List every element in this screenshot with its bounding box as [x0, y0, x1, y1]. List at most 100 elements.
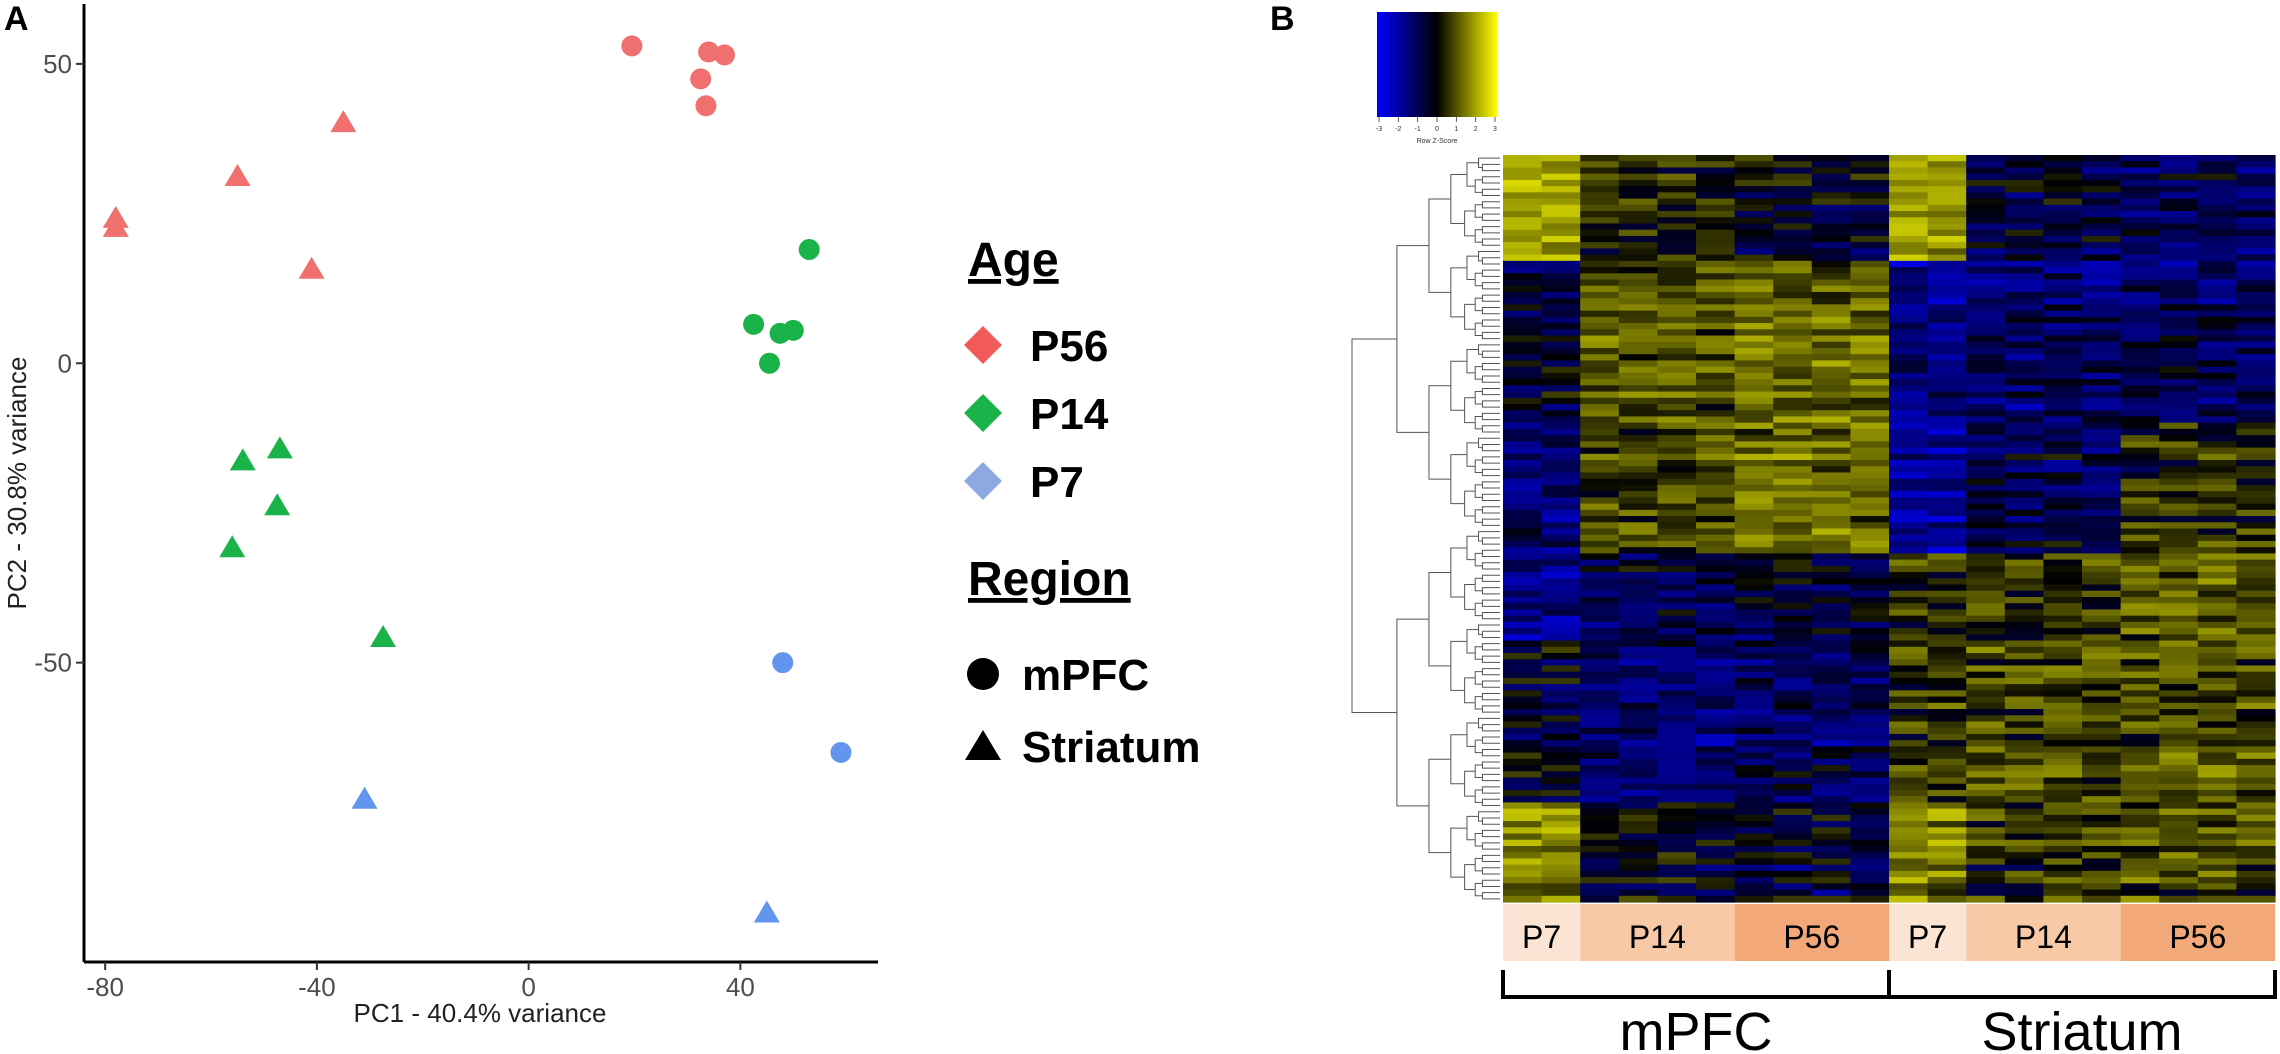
heatmap-cell — [1541, 410, 1581, 418]
heatmap-cell — [1503, 435, 1543, 442]
heatmap-cell — [2120, 684, 2160, 691]
heatmap-cell — [1889, 291, 1929, 299]
heatmap-cell — [2004, 821, 2044, 828]
heatmap-cell — [2197, 858, 2237, 866]
heatmap-cell — [1889, 559, 1929, 567]
heatmap-cell — [2159, 186, 2199, 193]
heatmap-cell — [1811, 565, 1851, 573]
heatmap-cell — [1580, 491, 1620, 498]
heatmap-cell — [2236, 260, 2276, 268]
dendrogram-branch — [1481, 331, 1500, 340]
heatmap-cell — [1966, 410, 2006, 418]
heatmap-cell — [1773, 173, 1813, 181]
heatmap-cell — [2159, 285, 2199, 293]
heatmap-cell — [2082, 877, 2122, 884]
heatmap-cell — [1580, 161, 1620, 169]
heatmap-cell — [1503, 235, 1543, 243]
heatmap-cell — [2120, 428, 2160, 436]
heatmap-cell — [1503, 273, 1543, 281]
heatmap-cell — [2120, 677, 2160, 685]
heatmap-cell — [2197, 727, 2237, 735]
heatmap-cell — [1541, 777, 1581, 785]
heatmap-cell — [1811, 684, 1851, 691]
heatmap-cell — [2082, 304, 2122, 312]
heatmap-cell — [1889, 715, 1929, 723]
heatmap-cell — [2043, 341, 2083, 349]
heatmap-cell — [1889, 665, 1929, 673]
heatmap-cell — [1580, 354, 1620, 362]
dendrogram-branch — [1464, 864, 1476, 891]
heatmap-cell — [1889, 777, 1929, 785]
heatmap-cell — [1696, 789, 1736, 797]
heatmap-cell — [1657, 509, 1697, 517]
color-key-tick-label: 1 — [1454, 126, 1458, 133]
heatmap-cell — [1503, 789, 1543, 797]
heatmap-cell — [2004, 204, 2044, 212]
dendrogram-branch — [1466, 722, 1479, 747]
heatmap-cell — [1734, 746, 1774, 754]
heatmap-cell — [2159, 845, 2199, 853]
heatmap-cell — [2159, 596, 2199, 604]
heatmap-cell — [2004, 721, 2044, 729]
heatmap-cell — [1966, 397, 2006, 405]
heatmap-cell — [2120, 528, 2160, 536]
heatmap-cell — [1657, 335, 1697, 343]
heatmap-cell — [1696, 590, 1736, 598]
heatmap-cell — [1927, 155, 1967, 162]
heatmap-cell — [1811, 379, 1851, 386]
heatmap-cell — [2043, 671, 2083, 679]
heatmap-cell — [1811, 590, 1851, 598]
heatmap-cell — [1889, 329, 1929, 337]
heatmap-cell — [2120, 235, 2160, 243]
heatmap-cell — [1927, 565, 1967, 573]
heatmap-cell — [1927, 279, 1967, 287]
heatmap-cell — [1773, 534, 1813, 542]
heatmap-cell — [1850, 422, 1890, 430]
heatmap-cell — [1503, 254, 1543, 262]
heatmap-cell — [1541, 559, 1581, 567]
heatmap-cell — [2120, 447, 2160, 455]
heatmap-cell — [1773, 229, 1813, 237]
heatmap-cell — [2197, 260, 2237, 268]
heatmap-cell — [1811, 478, 1851, 486]
heatmap-cell — [1503, 553, 1543, 561]
heatmap-cell — [1966, 895, 2006, 903]
heatmap-cell — [2082, 777, 2122, 785]
heatmap-cell — [1696, 217, 1736, 225]
heatmap-cell — [1927, 839, 1967, 847]
data-point-triangle — [370, 625, 397, 648]
heatmap-cell — [1734, 646, 1774, 654]
heatmap-cell — [2197, 578, 2237, 586]
heatmap-cell — [1657, 441, 1697, 449]
heatmap-cell — [1657, 435, 1697, 442]
heatmap-cell — [1503, 447, 1543, 455]
heatmap-cell — [1850, 553, 1890, 561]
dendrogram-branch — [1428, 571, 1451, 667]
heatmap-cell — [1618, 161, 1658, 169]
heatmap-cell — [2120, 596, 2160, 604]
heatmap-cell — [1580, 428, 1620, 436]
heatmap-cell — [2120, 609, 2160, 617]
heatmap-cell — [1773, 422, 1813, 430]
heatmap-cell — [2159, 204, 2199, 212]
heatmap-cell — [2197, 802, 2237, 810]
heatmap-cell — [1618, 603, 1658, 611]
heatmap-cell — [1696, 335, 1736, 343]
heatmap-cell — [1541, 628, 1581, 635]
heatmap-cell — [1850, 354, 1890, 362]
heatmap-cell — [1541, 391, 1581, 399]
heatmap-cell — [1657, 428, 1697, 436]
heatmap-cell — [1773, 385, 1813, 393]
heatmap-cell — [1696, 565, 1736, 573]
heatmap-cell — [2236, 634, 2276, 642]
heatmap-cell — [2004, 522, 2044, 530]
heatmap-cell — [1811, 235, 1851, 243]
heatmap-cell — [2236, 516, 2276, 523]
heatmap-cell — [2120, 852, 2160, 860]
heatmap-cell — [2159, 746, 2199, 754]
heatmap-cell — [1889, 540, 1929, 548]
heatmap-cell — [1966, 385, 2006, 393]
heatmap-cell — [1580, 179, 1620, 187]
heatmap-cell — [1541, 354, 1581, 362]
dendrogram-branch — [1466, 442, 1479, 467]
